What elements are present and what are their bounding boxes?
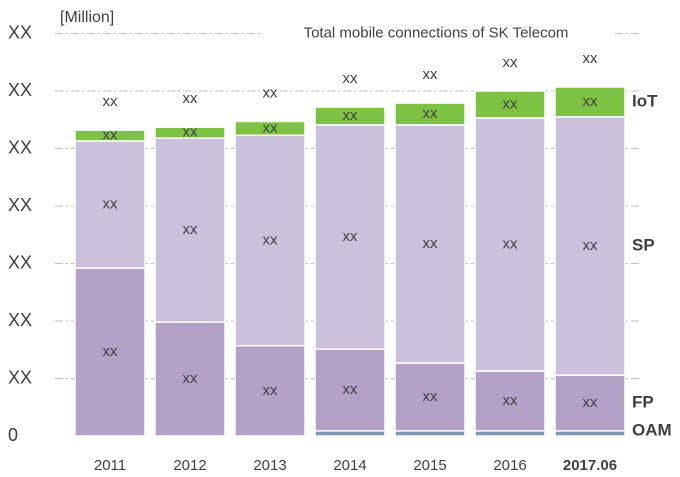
legend-label: OAM — [632, 420, 672, 439]
y-tick-label: XX — [8, 195, 32, 215]
data-label: xx — [103, 196, 119, 213]
data-label: xx — [183, 221, 199, 238]
x-tick-label: 2016 — [493, 457, 526, 474]
data-label: xx — [583, 93, 599, 110]
bar-segment — [554, 116, 626, 376]
y-tick-label: XX — [8, 367, 32, 387]
data-label: xx — [183, 124, 199, 141]
y-tick-label: XX — [8, 137, 32, 157]
total-label: xx — [263, 84, 279, 101]
data-label: xx — [343, 107, 359, 124]
y-axis-label: [Million] — [60, 9, 114, 26]
bar-segment — [314, 430, 386, 437]
total-label: xx — [343, 70, 359, 87]
x-tick-label: 2015 — [413, 457, 446, 474]
chart-title: Total mobile connections of SK Telecom — [304, 24, 569, 41]
x-tick-label: 2017.06 — [563, 457, 617, 474]
bar-segment — [234, 120, 306, 137]
legend-label: FP — [632, 392, 654, 411]
y-tick-label: XX — [8, 252, 32, 272]
bar-segment — [394, 430, 466, 437]
bar-segment — [474, 90, 546, 119]
data-label: xx — [583, 237, 599, 254]
x-tick-label: 2012 — [173, 457, 206, 474]
data-label: xx — [503, 95, 519, 112]
data-label: xx — [583, 394, 599, 411]
bar-segment — [554, 86, 626, 118]
data-label: xx — [343, 381, 359, 398]
data-label: xx — [263, 231, 279, 248]
total-label: xx — [423, 66, 439, 83]
bar-segment — [234, 134, 306, 347]
bar-segment — [474, 430, 546, 437]
y-tick-label: XX — [8, 80, 32, 100]
x-tick-label: 2014 — [333, 457, 366, 474]
data-label: xx — [423, 235, 439, 252]
bar-segment — [74, 140, 146, 269]
data-label: xx — [503, 235, 519, 252]
total-label: xx — [103, 93, 119, 110]
data-label: xx — [343, 228, 359, 245]
data-label: xx — [263, 382, 279, 399]
data-label: xx — [183, 370, 199, 387]
total-label: xx — [503, 54, 519, 71]
x-tick-label: 2011 — [94, 457, 126, 474]
bar-segment — [234, 344, 306, 437]
x-tick-label: 2013 — [253, 457, 286, 474]
data-label: xx — [503, 392, 519, 409]
bar-segment — [394, 124, 466, 364]
data-label: xx — [103, 343, 119, 360]
y-tick-label: XX — [8, 22, 32, 42]
total-label: xx — [183, 90, 199, 107]
y-tick-label: 0 — [8, 425, 18, 445]
bar-segment — [394, 362, 466, 432]
data-label: xx — [423, 388, 439, 405]
bar-segment — [394, 102, 466, 126]
legend-label: SP — [632, 235, 655, 254]
y-tick-label: XX — [8, 310, 32, 330]
bar-segment — [154, 137, 226, 323]
bar-segment — [74, 129, 146, 142]
bar-segment — [154, 126, 226, 139]
bar-segment — [314, 106, 386, 126]
bar-segment — [554, 374, 626, 432]
data-label: xx — [103, 127, 119, 144]
bar-segment — [554, 430, 626, 437]
total-label: xx — [583, 50, 599, 67]
legend-label: IoT — [632, 91, 658, 110]
data-label: xx — [263, 119, 279, 136]
data-label: xx — [423, 105, 439, 122]
title-bg — [262, 23, 612, 44]
bar-segment — [314, 124, 386, 350]
